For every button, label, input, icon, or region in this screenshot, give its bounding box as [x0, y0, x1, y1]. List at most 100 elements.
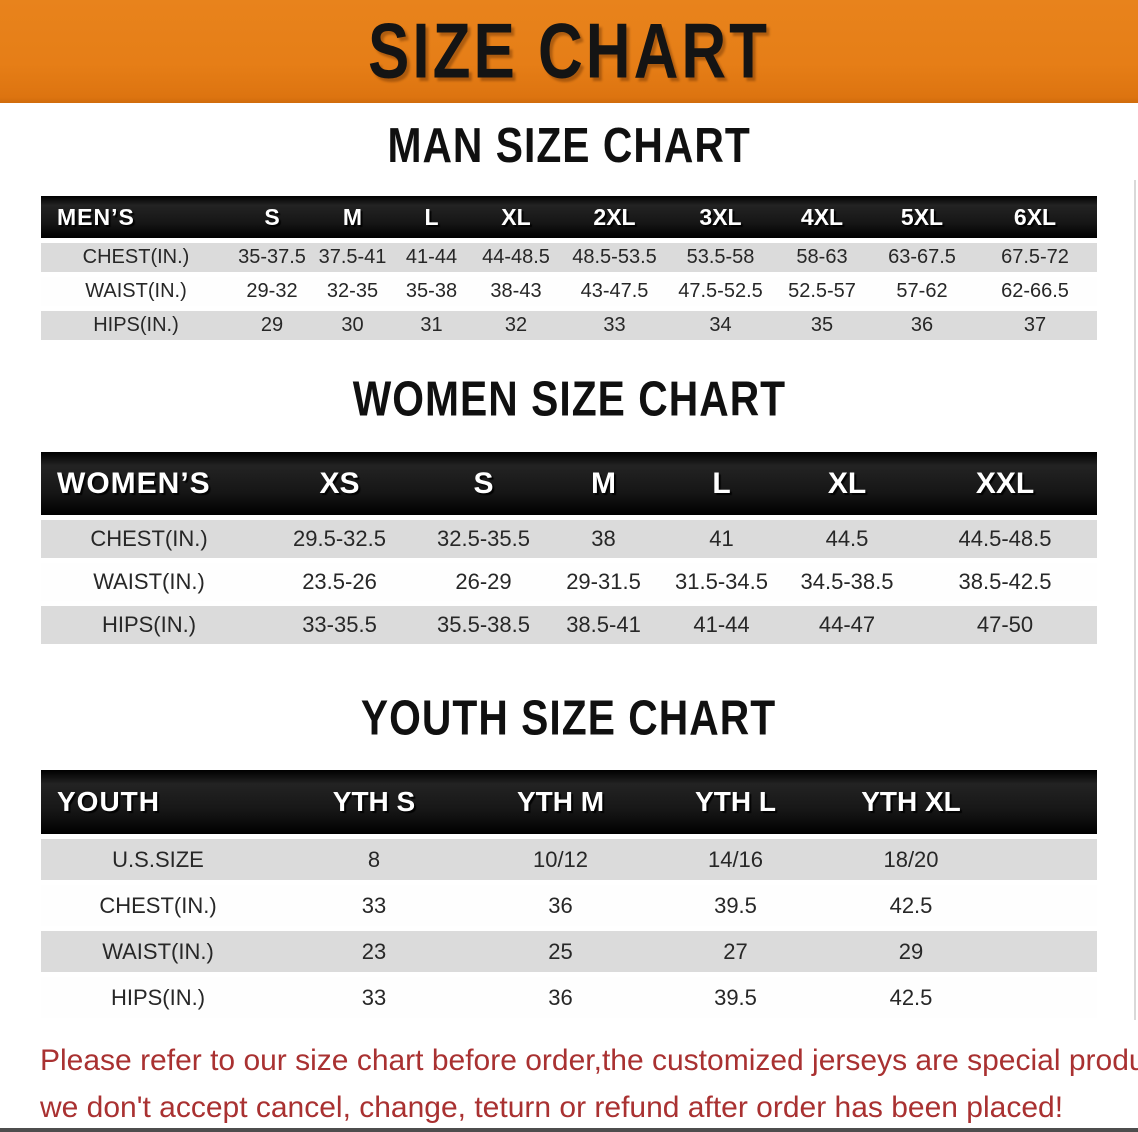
- right-edge-line: [1134, 180, 1136, 1020]
- size-cell: 29-31.5: [545, 563, 662, 601]
- size-cell: 32.5-35.5: [422, 520, 545, 558]
- size-cell: 44.5: [781, 520, 913, 558]
- size-cell: 38: [545, 520, 662, 558]
- size-cell: 29-32: [231, 277, 313, 306]
- size-cell: 47.5-52.5: [668, 277, 773, 306]
- spacer-cell: [999, 839, 1097, 880]
- size-cell: 58-63: [773, 243, 871, 272]
- heading-text: WOMEN SIZE CHART: [352, 373, 786, 427]
- size-cell: 23: [275, 931, 473, 972]
- size-cell: 26-29: [422, 563, 545, 601]
- youth-size-chart-heading: YOUTH SIZE CHART: [0, 692, 1138, 746]
- table-header-row: YOUTH YTH S YTH M YTH L YTH XL: [41, 770, 1097, 834]
- size-cell: 25: [473, 931, 648, 972]
- size-cell: 23.5-26: [257, 563, 422, 601]
- size-cell: 36: [473, 885, 648, 926]
- column-header: 4XL: [773, 196, 871, 238]
- table-row: U.S.SIZE 8 10/12 14/16 18/20: [41, 839, 1097, 880]
- size-cell: 41: [662, 520, 781, 558]
- size-cell: 42.5: [823, 977, 999, 1018]
- row-label: HIPS(IN.): [41, 606, 257, 644]
- column-header: S: [231, 196, 313, 238]
- row-label: HIPS(IN.): [41, 311, 231, 340]
- heading-text: MAN SIZE CHART: [387, 119, 751, 173]
- column-header: YTH S: [275, 770, 473, 834]
- size-cell: 48.5-53.5: [561, 243, 668, 272]
- size-cell: 44-47: [781, 606, 913, 644]
- size-cell: 39.5: [648, 977, 823, 1018]
- size-cell: 34.5-38.5: [781, 563, 913, 601]
- size-cell: 32-35: [313, 277, 392, 306]
- column-header: L: [662, 452, 781, 515]
- row-label: U.S.SIZE: [41, 839, 275, 880]
- table-row: HIPS(IN.) 33-35.5 35.5-38.5 38.5-41 41-4…: [41, 606, 1097, 644]
- column-header: YTH L: [648, 770, 823, 834]
- column-header: XL: [781, 452, 913, 515]
- column-header: S: [422, 452, 545, 515]
- table-corner-label: WOMEN’S: [41, 452, 257, 515]
- column-header: M: [545, 452, 662, 515]
- size-cell: 35-38: [392, 277, 471, 306]
- size-cell: 37.5-41: [313, 243, 392, 272]
- banner-title: SIZE CHART: [368, 8, 770, 95]
- size-cell: 62-66.5: [973, 277, 1097, 306]
- table-row: CHEST(IN.) 33 36 39.5 42.5: [41, 885, 1097, 926]
- size-cell: 30: [313, 311, 392, 340]
- table-row: WAIST(IN.) 23.5-26 26-29 29-31.5 31.5-34…: [41, 563, 1097, 601]
- column-header: YTH M: [473, 770, 648, 834]
- column-header: XL: [471, 196, 561, 238]
- size-cell: 31.5-34.5: [662, 563, 781, 601]
- size-cell: 29.5-32.5: [257, 520, 422, 558]
- spacer-cell: [999, 770, 1097, 834]
- size-cell: 43-47.5: [561, 277, 668, 306]
- size-cell: 14/16: [648, 839, 823, 880]
- row-label: WAIST(IN.): [41, 563, 257, 601]
- column-header: YTH XL: [823, 770, 999, 834]
- disclaimer-line-1: Please refer to our size chart before or…: [40, 1044, 1138, 1077]
- row-label: CHEST(IN.): [41, 885, 275, 926]
- table-header-row: MEN’S S M L XL 2XL 3XL 4XL 5XL 6XL: [41, 196, 1097, 238]
- column-header: XS: [257, 452, 422, 515]
- size-cell: 44.5-48.5: [913, 520, 1097, 558]
- size-cell: 33: [275, 885, 473, 926]
- table-row: HIPS(IN.) 29 30 31 32 33 34 35 36 37: [41, 311, 1097, 340]
- size-cell: 63-67.5: [871, 243, 973, 272]
- size-cell: 29: [231, 311, 313, 340]
- row-label: WAIST(IN.): [41, 931, 275, 972]
- size-cell: 38.5-42.5: [913, 563, 1097, 601]
- man-size-chart-heading: MAN SIZE CHART: [0, 119, 1138, 173]
- table-row: HIPS(IN.) 33 36 39.5 42.5: [41, 977, 1097, 1018]
- size-cell: 32: [471, 311, 561, 340]
- size-cell: 36: [871, 311, 973, 340]
- row-label: HIPS(IN.): [41, 977, 275, 1018]
- size-cell: 57-62: [871, 277, 973, 306]
- row-label: WAIST(IN.): [41, 277, 231, 306]
- row-label: CHEST(IN.): [41, 243, 231, 272]
- column-header: L: [392, 196, 471, 238]
- size-cell: 18/20: [823, 839, 999, 880]
- size-cell: 39.5: [648, 885, 823, 926]
- table-row: WAIST(IN.) 29-32 32-35 35-38 38-43 43-47…: [41, 277, 1097, 306]
- size-cell: 38-43: [471, 277, 561, 306]
- size-cell: 42.5: [823, 885, 999, 926]
- column-header: 3XL: [668, 196, 773, 238]
- table-row: CHEST(IN.) 35-37.5 37.5-41 41-44 44-48.5…: [41, 243, 1097, 272]
- size-cell: 44-48.5: [471, 243, 561, 272]
- column-header: 2XL: [561, 196, 668, 238]
- column-header: XXL: [913, 452, 1097, 515]
- size-cell: 10/12: [473, 839, 648, 880]
- size-cell: 36: [473, 977, 648, 1018]
- size-cell: 67.5-72: [973, 243, 1097, 272]
- table-row: CHEST(IN.) 29.5-32.5 32.5-35.5 38 41 44.…: [41, 520, 1097, 558]
- size-cell: 41-44: [662, 606, 781, 644]
- size-cell: 38.5-41: [545, 606, 662, 644]
- heading-text: YOUTH SIZE CHART: [361, 692, 777, 746]
- bottom-border-line: [0, 1128, 1138, 1132]
- column-header: M: [313, 196, 392, 238]
- size-cell: 29: [823, 931, 999, 972]
- size-cell: 31: [392, 311, 471, 340]
- size-cell: 27: [648, 931, 823, 972]
- size-cell: 52.5-57: [773, 277, 871, 306]
- size-cell: 35.5-38.5: [422, 606, 545, 644]
